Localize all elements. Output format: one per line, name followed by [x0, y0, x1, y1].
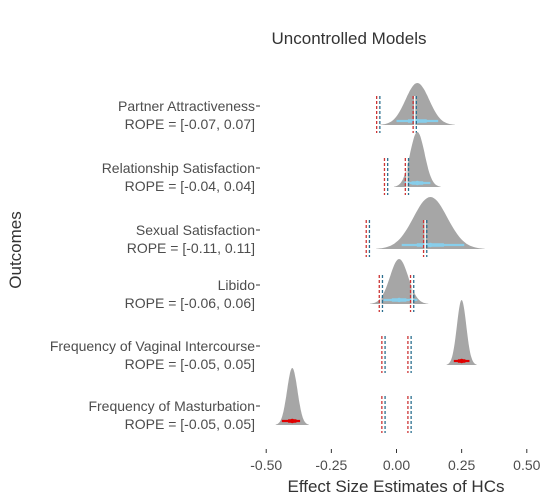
x-tick-label: 0.00 — [383, 457, 410, 473]
rope-label: ROPE = [-0.05, 0.05] — [125, 416, 255, 432]
rope-label: ROPE = [-0.11, 0.11] — [127, 240, 255, 256]
x-axis-title: Effect Size Estimates of HCs — [288, 477, 505, 496]
density-ridge — [275, 368, 309, 425]
point-estimate — [396, 297, 402, 303]
point-estimate — [290, 418, 295, 424]
outcome-label: Partner Attractiveness — [118, 98, 255, 114]
density-ridge — [446, 300, 477, 365]
outcome-label: Frequency of Vaginal Intercourse — [50, 338, 255, 354]
chart-title: Uncontrolled Models — [272, 29, 427, 48]
plot-area: Partner Attractiveness ROPE = [-0.07, 0.0… — [50, 83, 541, 473]
density-ridge — [394, 132, 441, 187]
outcome-label: Relationship Satisfaction — [102, 160, 255, 176]
y-axis-title: Outcomes — [6, 211, 25, 288]
rope-label: ROPE = [-0.07, 0.07] — [125, 116, 255, 132]
outcome-label: Frequency of Masturbation — [88, 398, 255, 414]
point-estimate — [428, 242, 433, 248]
density-ridge — [379, 83, 455, 125]
rope-label: ROPE = [-0.06, 0.06] — [125, 295, 255, 311]
outcome-label: Libido — [218, 277, 256, 293]
rope-label: ROPE = [-0.05, 0.05] — [125, 356, 255, 372]
outcome-label: Sexual Satisfaction — [136, 222, 255, 238]
x-tick-label: -0.50 — [250, 457, 282, 473]
density-ridge — [376, 197, 485, 249]
rope-label: ROPE = [-0.04, 0.04] — [125, 178, 255, 194]
point-estimate — [459, 358, 464, 364]
x-tick-label: 0.25 — [448, 457, 475, 473]
point-estimate — [415, 180, 420, 186]
x-tick-label: 0.50 — [513, 457, 540, 473]
x-tick-label: -0.25 — [315, 457, 347, 473]
